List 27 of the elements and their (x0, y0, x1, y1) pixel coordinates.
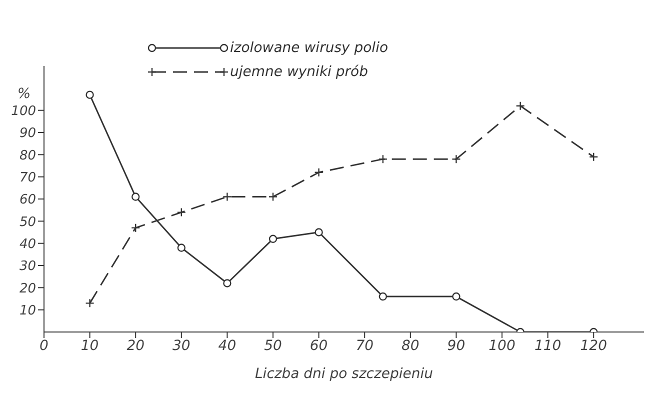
y-tick-label: 70 (19, 170, 36, 186)
x-tick-label: 110 (534, 338, 562, 354)
legend-label: ujemne wyniki prób (230, 64, 368, 80)
x-tick-label: 80 (402, 338, 420, 354)
x-tick-label: 70 (356, 338, 374, 354)
x-tick-label: 20 (126, 338, 145, 354)
y-tick-label: 90 (19, 126, 36, 142)
y-tick-label: 40 (19, 236, 36, 252)
y-tick-label: 10 (19, 303, 36, 318)
legend-label: izolowane wirusy polio (230, 40, 388, 56)
x-tick-label: 30 (172, 338, 190, 354)
y-tick-label: 30 (19, 259, 36, 274)
y-tick-label: 80 (19, 148, 36, 164)
x-tick-label: 0 (40, 338, 49, 354)
x-tick-label: 10 (80, 338, 99, 354)
x-tick-label: 60 (310, 338, 328, 354)
y-tick-label: 60 (19, 192, 36, 208)
x-tick-label: 90 (447, 338, 466, 354)
x-tick-label: 50 (264, 338, 282, 354)
x-tick-label: 100 (488, 338, 516, 354)
y-tick-label: 50 (19, 214, 36, 230)
y-tick-label: 100 (11, 104, 36, 119)
x-tick-label: 40 (218, 338, 236, 354)
y-axis-title: % (17, 86, 31, 102)
y-tick-label: 20 (19, 281, 36, 296)
x-tick-label: 120 (580, 338, 608, 354)
x-axis-title: Liczba dni po szczepieniu (255, 366, 434, 382)
